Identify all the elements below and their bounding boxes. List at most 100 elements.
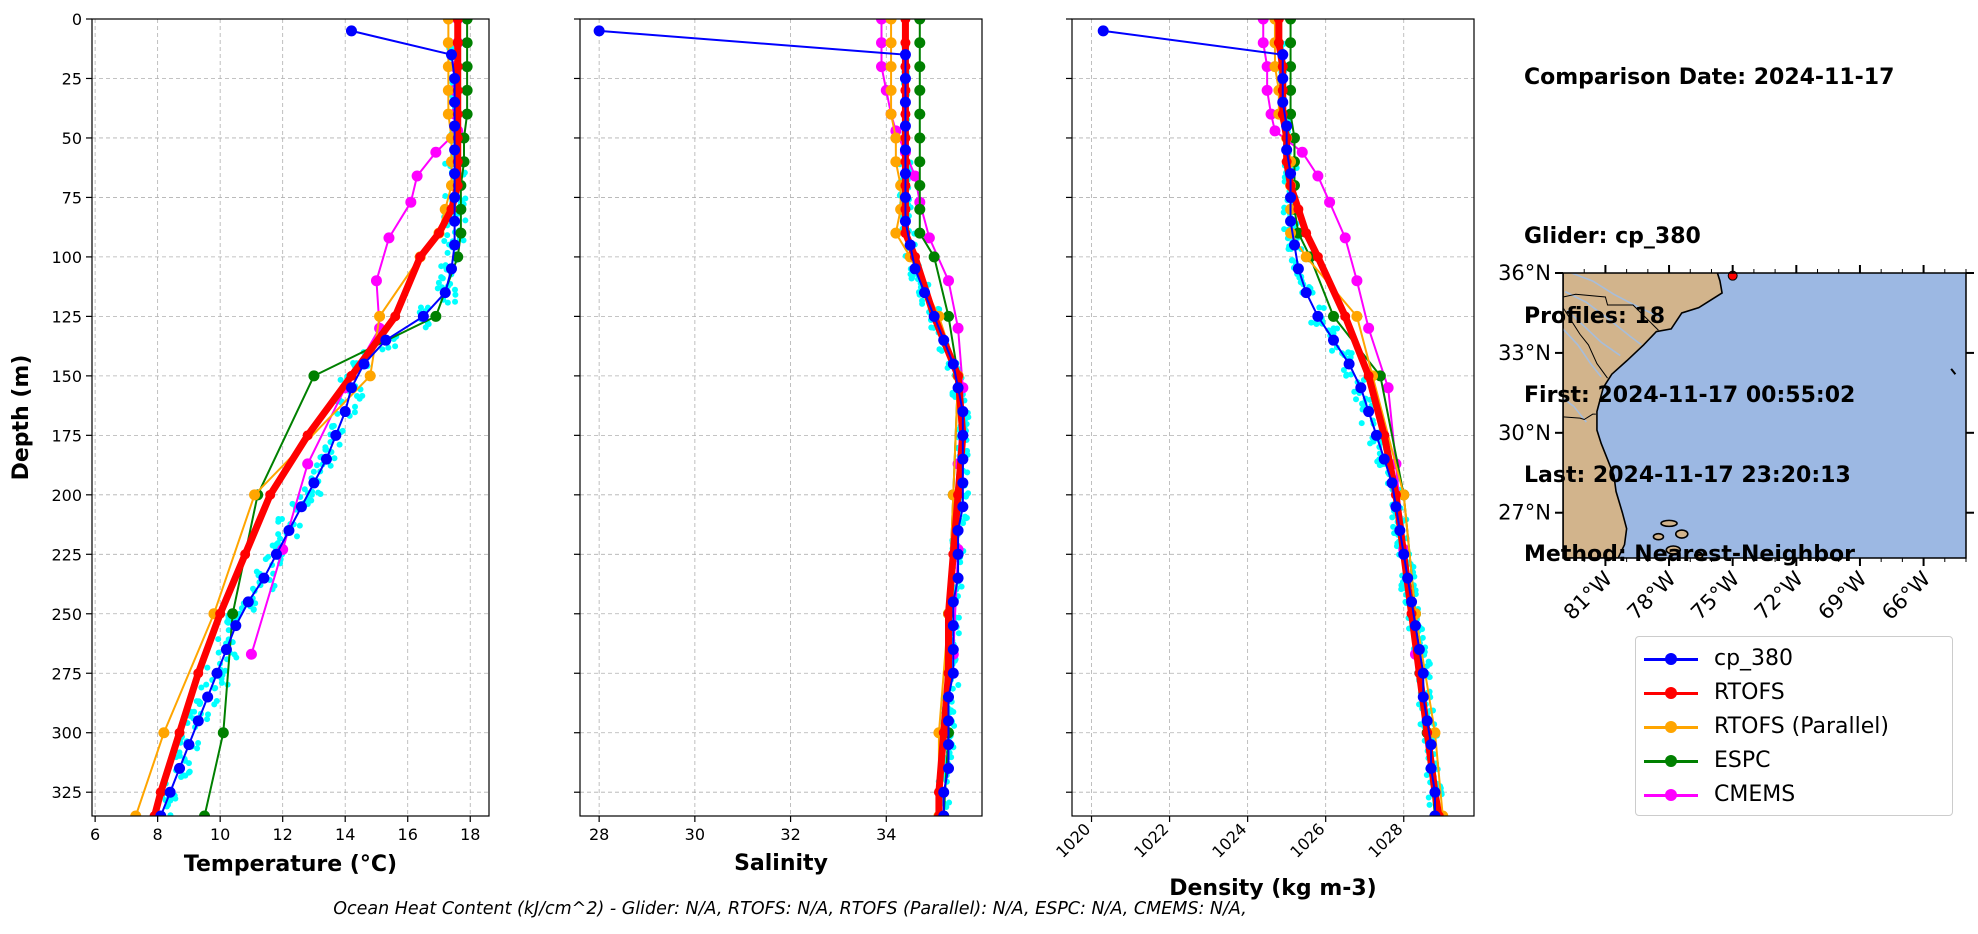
series-point [1425,739,1437,751]
series-point [461,37,473,49]
series-point [952,572,964,584]
series-point [947,596,959,608]
legend-item-rtofs: RTOFS [1636,676,1952,710]
raw-point [1280,209,1287,216]
series-point [461,108,473,120]
series-point [370,275,382,287]
series-espc [1285,19,1441,816]
series-point [1285,168,1297,180]
raw-point [1389,514,1396,521]
series-point [1269,125,1281,137]
series-point [1406,596,1418,608]
series-point [249,489,261,501]
series-point [943,715,954,727]
series-point [1292,263,1304,275]
raw-point [275,515,282,522]
raw-point [1288,257,1295,264]
series-espc [199,19,473,816]
profile-panel: 1020 1022 1024 1026 1028 Density (kg m-3) [1052,18,1475,901]
series-point [914,37,926,49]
series-cp-380 [1097,25,1441,816]
series-point [430,310,442,322]
legend-label: cp_380 [1714,646,1794,671]
series-point [240,549,251,560]
raw-point [442,193,449,200]
series-point [947,643,959,655]
series-point [1327,310,1339,322]
y-tick-label: 150 [51,367,82,386]
series-point [899,215,911,227]
series-point [227,608,239,620]
island [1693,551,1704,558]
series-point [345,25,357,37]
legend-label: CMEMS [1714,782,1796,807]
glider-name: Glider: cp_380 [1524,224,1701,249]
raw-point [313,462,320,469]
raw-point [1425,658,1432,665]
series-point [909,170,921,182]
series-point [914,156,926,168]
series-point [461,61,473,73]
raw-point [1425,794,1432,801]
profile-panel: 6 8 10 12 14 16 18 0 25 50 75 100 125 150 175 200 225 250… [9,10,490,877]
x-tick-label: 1020 [1052,819,1094,861]
profile-panel: 28 30 32 34 Salinity [574,18,983,876]
series-point [1292,227,1304,239]
raw-point [452,298,459,305]
series-point [1351,275,1363,287]
series-line [1289,19,1436,816]
series-point [211,667,223,679]
series-point [302,458,314,470]
series-point [1340,311,1351,322]
raw-point [167,819,173,825]
raw-point [322,444,329,451]
series-point [1300,287,1312,299]
raw-point [945,823,951,829]
raw-point [460,237,467,244]
lat-label: 36°N [1498,261,1551,285]
series-point [914,132,926,144]
series-point [155,787,166,798]
raw-point [178,774,185,781]
series-point [890,156,902,168]
river [1571,273,1664,320]
series-point [957,429,969,441]
x-tick-label: 6 [90,825,100,844]
series-point [308,370,320,382]
y-tick-label: 275 [51,664,82,683]
last-time: Last: 2024-11-17 23:20:13 [1524,462,1851,488]
legend-item-cp380: cp_380 [1636,642,1952,676]
series-point [1413,643,1425,655]
raw-point [1353,396,1360,403]
raw-point [359,392,366,399]
river [1563,328,1602,378]
island [1652,532,1665,541]
raw-point [194,745,201,752]
series-point [1429,810,1441,816]
raw-point [1334,325,1341,332]
series-point [411,170,423,182]
series-point [890,132,902,144]
raw-point [224,618,231,625]
series-point [383,232,395,244]
raw-point [946,799,953,806]
raw-point [1329,347,1336,354]
raw-point [908,275,915,282]
raw-point [948,754,955,761]
series-point [885,108,897,120]
x-tick-label: 32 [780,825,800,844]
raw-point [936,306,943,313]
series-point [442,108,454,120]
series-point [943,275,954,287]
series-rtofs [1273,19,1444,816]
series-point [242,596,254,608]
raw-point [1281,226,1288,233]
series-point [183,739,195,751]
series-point [876,61,887,73]
raw-point [1316,304,1323,311]
series-point [952,548,964,560]
series-point [914,84,926,96]
series-point [1301,228,1312,239]
series-point [215,608,226,619]
series-point [1288,132,1300,144]
